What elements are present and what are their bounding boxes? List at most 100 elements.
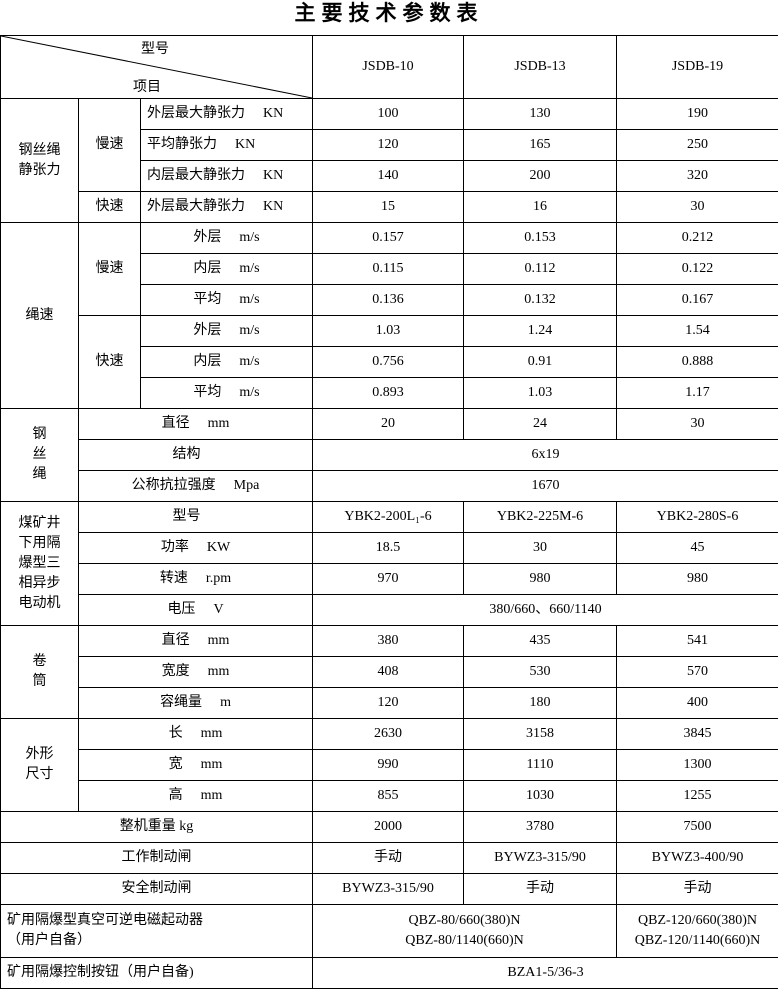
row-label-name: 功率 xyxy=(160,540,189,555)
value-cell: 0.136 xyxy=(312,284,465,316)
table-row: 宽 mm 990 1110 1300 xyxy=(1,749,778,781)
page-title: 主要技术参数表 xyxy=(294,1,484,25)
table-row: 工作制动闸 手动 BYWZ3-315/90 BYWZ3-400/90 xyxy=(0,842,778,874)
row-label-name: 电压 xyxy=(167,602,196,617)
value-cell: 165 xyxy=(463,129,618,161)
subgroup-slow: 慢速 xyxy=(78,222,141,316)
value-cell: 970 xyxy=(312,563,465,595)
table-cell: 电压 V xyxy=(77,594,314,626)
value-cell: BYWZ3-315/90 xyxy=(312,873,465,905)
header-row: 型号 项目 JSDB-10 JSDB-13 JSDB-19 xyxy=(0,35,778,99)
table-cell: 型号 xyxy=(77,501,314,533)
row-label-unit: KN xyxy=(263,168,284,183)
value-cell: 200 xyxy=(463,160,618,192)
row-label-name: 长 xyxy=(168,726,183,741)
corner-model-label: 型号 xyxy=(141,42,169,57)
row-label-unit: m/s xyxy=(239,261,260,276)
table-row: 快速 外层 m/s 1.03 1.24 1.54 xyxy=(1,315,778,409)
table-row: 公称抗拉强度 Mpa 1670 xyxy=(1,470,778,502)
value-cell: 20 xyxy=(312,408,465,440)
group-tension: 钢丝绳 静张力 xyxy=(0,98,79,223)
table-cell: 外层最大静张力 KN xyxy=(139,98,314,130)
row-label-unit: r.pm xyxy=(205,571,232,586)
value-cell: BYWZ3-400/90 xyxy=(616,842,778,874)
group-rope-speed: 绳速 xyxy=(0,222,79,409)
value-cell: 45 xyxy=(616,532,778,564)
group-motor: 煤矿井 下用隔 爆型三 相异步 电动机 xyxy=(0,501,79,626)
row-label-name: 平均静张力 xyxy=(147,137,217,152)
value-cell: 15 xyxy=(312,191,465,223)
value-cell: 0.167 xyxy=(616,284,778,316)
value-cell: 1670 xyxy=(312,470,778,502)
row-label-name: 平均 xyxy=(193,385,222,400)
table-cell: 功率 KW xyxy=(77,532,314,564)
row-label-name: 内层 xyxy=(193,354,222,369)
row-label-unit: V xyxy=(213,602,224,617)
value-cell: 855 xyxy=(312,780,465,812)
row-label-unit: KN xyxy=(263,199,284,214)
row-label-name: 高 xyxy=(168,788,183,803)
table-row: 容绳量 m 120 180 400 xyxy=(1,687,778,719)
group-drum: 卷 筒 xyxy=(0,625,79,719)
value-cell: 1.54 xyxy=(616,315,778,347)
value-cell: 手动 xyxy=(312,842,465,874)
value-cell: 0.888 xyxy=(616,346,778,378)
row-label-name: 平均 xyxy=(193,292,222,307)
value-cell: 1.24 xyxy=(463,315,618,347)
table-cell: 外层 m/s xyxy=(139,315,314,347)
group-dims: 外形 尺寸 xyxy=(0,718,79,812)
row-label-name: 直径 xyxy=(161,416,190,431)
table-cell: 外层最大静张力 KN xyxy=(139,191,314,223)
value-cell: 6x19 xyxy=(312,439,778,471)
row-label-unit: Mpa xyxy=(233,478,260,493)
value-cell: 0.112 xyxy=(463,253,618,285)
model-header: JSDB-19 xyxy=(616,35,778,99)
group-rope: 钢 丝 绳 xyxy=(0,408,79,502)
row-label-name: 内层最大静张力 xyxy=(147,168,245,183)
row-label-name: 宽度 xyxy=(161,664,190,679)
table-row: 钢丝绳 静张力 慢速 外层最大静张力 KN 100 130 190 xyxy=(0,98,778,223)
row-label-unit: mm xyxy=(200,757,223,772)
safety_brake-label: 安全制动闸 xyxy=(0,873,314,905)
table-row: 矿用隔爆型真空可逆电磁起动器 （用户自备） QBZ-80/660(380)N QB… xyxy=(0,904,778,958)
value-cell: 400 xyxy=(616,687,778,719)
table-cell: 平均 m/s xyxy=(139,377,314,409)
value-cell: 541 xyxy=(616,625,778,657)
row-label-unit: m/s xyxy=(239,323,260,338)
value-cell: QBZ-120/660(380)N QBZ-120/1140(660)N xyxy=(616,904,778,958)
row-label-name: 容绳量 xyxy=(160,695,203,710)
row-label-unit: KN xyxy=(263,106,284,121)
value-cell: 30 xyxy=(616,191,778,223)
table-row: 内层最大静张力 KN 140 200 320 xyxy=(1,160,778,192)
value-cell: 530 xyxy=(463,656,618,688)
table-cell: 结构 xyxy=(77,439,314,471)
parameter-table: 型号 项目 JSDB-10 JSDB-13 JSDB-19 钢丝绳 静张力 慢速 外层最大静张… xyxy=(0,35,778,989)
value-cell: BYWZ3-315/90 xyxy=(463,842,618,874)
table-cell: 宽度 mm xyxy=(77,656,314,688)
row-label-unit: m/s xyxy=(239,354,260,369)
subgroup-fast: 快速 xyxy=(78,315,141,409)
table-row: 卷 筒 直径 mm 380 435 541 xyxy=(0,625,778,719)
table-cell: 平均静张力 KN xyxy=(139,129,314,161)
table-row: 高 mm 855 1030 1255 xyxy=(1,780,778,812)
value-cell: 3845 xyxy=(616,718,778,750)
table-row: 煤矿井 下用隔 爆型三 相异步 电动机 型号 YBK2-200L₁-6 YBK2-22… xyxy=(0,501,778,626)
value-cell: QBZ-80/660(380)N QBZ-80/1140(660)N xyxy=(312,904,618,958)
value-cell: 980 xyxy=(463,563,618,595)
row-label-name: 内层 xyxy=(193,261,222,276)
work_brake-label: 工作制动闸 xyxy=(0,842,314,874)
value-cell: 1255 xyxy=(616,780,778,812)
value-cell: 380/660、660/1140 xyxy=(312,594,778,626)
table-row: 转速 r.pm 970 980 980 xyxy=(1,563,778,595)
value-cell: 0.756 xyxy=(312,346,465,378)
row-label-name: 外层最大静张力 xyxy=(147,199,245,214)
table-cell: 内层 m/s xyxy=(139,253,314,285)
table-row: 外形 尺寸 长 mm 2630 3158 3845 xyxy=(0,718,778,812)
value-cell: 130 xyxy=(463,98,618,130)
table-row: 电压 V 380/660、660/1140 xyxy=(1,594,778,626)
value-cell: 0.153 xyxy=(463,222,618,254)
weight-label: 整机重量 kg xyxy=(0,811,314,843)
value-cell: 1300 xyxy=(616,749,778,781)
table-cell: 外层 m/s xyxy=(139,222,314,254)
value-cell: YBK2-280S-6 xyxy=(616,501,778,533)
